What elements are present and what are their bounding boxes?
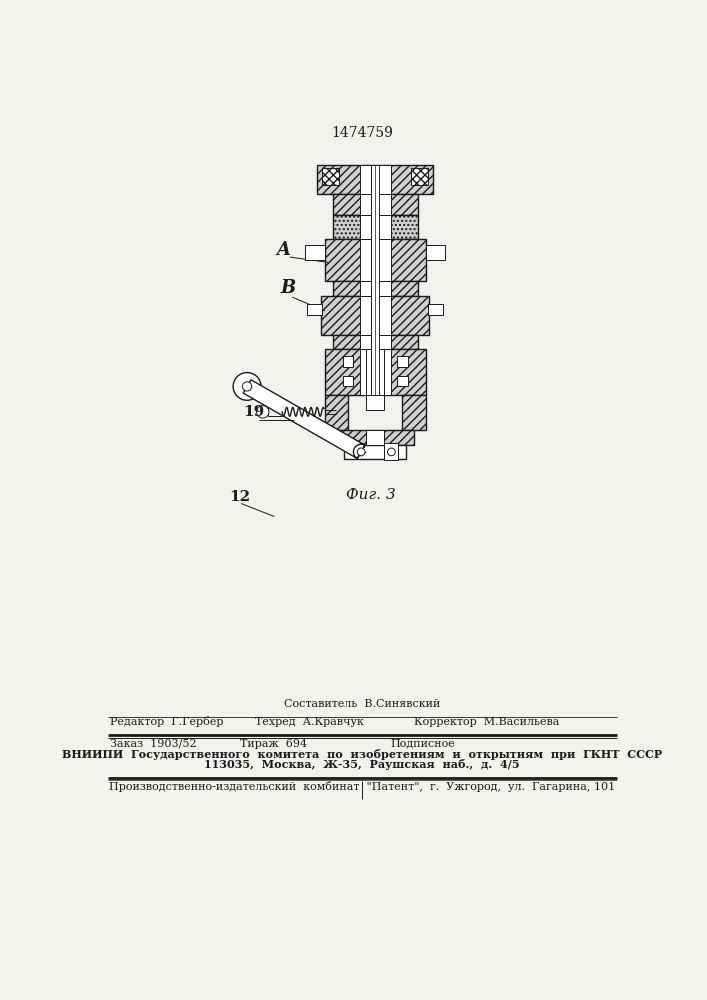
- Bar: [305, 245, 325, 260]
- Text: B: B: [281, 279, 296, 297]
- Text: Заказ  1903/52: Заказ 1903/52: [110, 739, 197, 749]
- Text: Редактор  Г.Гербер: Редактор Г.Гербер: [110, 716, 223, 727]
- Text: A: A: [276, 241, 291, 259]
- Bar: [343, 376, 354, 386]
- Bar: [385, 443, 398, 460]
- Text: 12: 12: [230, 490, 250, 504]
- Bar: [360, 296, 391, 335]
- Circle shape: [387, 448, 395, 456]
- Bar: [428, 304, 443, 315]
- Bar: [321, 296, 429, 335]
- Bar: [397, 376, 408, 386]
- Bar: [360, 239, 391, 281]
- Text: 19: 19: [243, 405, 264, 419]
- Bar: [317, 165, 433, 194]
- Text: 113035,  Москва,  Ж-35,  Раушская  наб.,  д.  4/5: 113035, Москва, Ж-35, Раушская наб., д. …: [204, 759, 520, 770]
- Circle shape: [357, 448, 365, 456]
- Bar: [371, 165, 379, 395]
- Circle shape: [233, 373, 261, 400]
- Text: Техред  А.Кравчук: Техред А.Кравчук: [255, 717, 364, 727]
- Bar: [332, 215, 418, 239]
- Text: Составитель  В.Синявский: Составитель В.Синявский: [284, 699, 440, 709]
- Text: ВНИИПИ  Государственного  комитета  по  изобретениям  и  открытиям  при  ГКНТ  С: ВНИИПИ Государственного комитета по изоб…: [62, 749, 662, 760]
- Bar: [360, 194, 391, 215]
- Text: Производственно-издательский  комбинат  "Патент",  г.  Ужгород,  ул.  Гагарина, : Производственно-издательский комбинат "П…: [109, 781, 615, 792]
- Bar: [360, 281, 391, 296]
- Bar: [332, 194, 418, 215]
- Bar: [426, 245, 445, 260]
- Bar: [366, 349, 385, 395]
- Bar: [360, 215, 391, 239]
- Circle shape: [243, 382, 252, 391]
- Bar: [344, 445, 406, 459]
- Bar: [325, 349, 426, 395]
- Bar: [402, 395, 426, 430]
- Bar: [332, 335, 418, 349]
- Text: Корректор  М.Васильева: Корректор М.Васильева: [414, 717, 559, 727]
- Bar: [366, 430, 385, 445]
- Bar: [360, 165, 391, 194]
- Bar: [322, 168, 339, 185]
- Bar: [397, 356, 408, 367]
- Bar: [325, 239, 426, 281]
- Text: 1474759: 1474759: [331, 126, 393, 140]
- Text: Фиг. 3: Фиг. 3: [346, 488, 396, 502]
- Circle shape: [257, 406, 269, 418]
- Bar: [307, 304, 322, 315]
- Text: Подписное: Подписное: [391, 739, 455, 749]
- Bar: [337, 430, 414, 445]
- Bar: [325, 395, 348, 430]
- Bar: [343, 356, 354, 367]
- Polygon shape: [243, 380, 365, 459]
- Text: Тираж  694: Тираж 694: [240, 739, 307, 749]
- Bar: [360, 335, 391, 349]
- Bar: [332, 281, 418, 296]
- Bar: [411, 168, 428, 185]
- Bar: [360, 349, 391, 395]
- Bar: [366, 395, 385, 410]
